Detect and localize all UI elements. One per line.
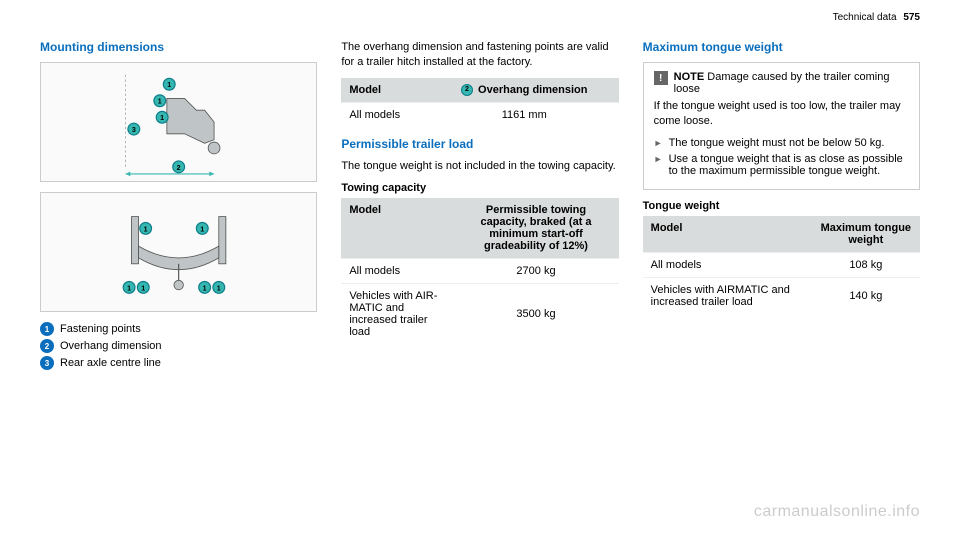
table-row: All models 1161 mm [341, 102, 618, 127]
towing-row2-value: 3500 kg [453, 283, 618, 344]
svg-text:1: 1 [158, 98, 162, 106]
tongue-weight-caption: Tongue weight [643, 200, 920, 212]
callout-1a: 1 [163, 78, 175, 90]
towing-head-model: Model [341, 198, 453, 259]
column-2: The overhang dimension and fastening poi… [341, 40, 618, 373]
towing-row1-value: 2700 kg [453, 258, 618, 283]
note-bullet-2: Use a tongue weight that is as close as … [654, 153, 909, 177]
callout-1b: 1 [154, 95, 166, 107]
legend-item-1: 1 Fastening points [40, 322, 317, 336]
towing-row2-model: Vehicles with AIR­MATIC and increased tr… [341, 283, 453, 344]
legend-label-1: Fastening points [60, 323, 141, 335]
legend-num-2: 2 [40, 339, 54, 353]
note-bullet-1: The tongue weight must not be below 50 k… [654, 137, 909, 149]
column-1: Mounting dimensions 1 1 1 3 2 [40, 40, 317, 373]
towing-row1-model: All models [341, 258, 453, 283]
table-row: All models 108 kg [643, 252, 920, 277]
note-body: If the tongue weight used is too low, th… [654, 99, 909, 129]
trailer-load-para: The tongue weight is not included in the… [341, 159, 618, 174]
svg-text:3: 3 [132, 126, 136, 134]
content-columns: Mounting dimensions 1 1 1 3 2 [40, 40, 920, 373]
callout-1c: 1 [156, 111, 168, 123]
svg-text:1: 1 [217, 284, 221, 292]
watermark: carmanualsonline.info [754, 503, 920, 521]
towing-capacity-caption: Towing capacity [341, 182, 618, 194]
tongue-row2-model: Vehicles with AIR­MATIC and increased tr… [643, 277, 812, 314]
warning-icon: ! [654, 71, 668, 85]
overhang-head-num: 2 [461, 84, 473, 96]
tongue-weight-title: Maximum tongue weight [643, 40, 920, 54]
trailer-load-title: Permissible trailer load [341, 137, 618, 151]
diagram-hitch-rear: 1 1 1 1 1 1 [40, 192, 317, 312]
tongue-head-model: Model [643, 216, 812, 253]
legend-item-2: 2 Overhang dimension [40, 339, 317, 353]
legend-num-3: 3 [40, 356, 54, 370]
svg-text:1: 1 [127, 284, 131, 292]
towing-capacity-table: Model Permissible towing capacity, brake… [341, 198, 618, 344]
svg-text:1: 1 [200, 225, 204, 233]
column-3: Maximum tongue weight ! NOTE Damage caus… [643, 40, 920, 373]
overhang-table: Model 2 Over­hang dimen­sion All models … [341, 78, 618, 127]
note-head-text: Damage caused by the trailer coming loos… [674, 71, 890, 95]
overhang-intro: The overhang dimension and fastening poi… [341, 40, 618, 70]
legend-label-3: Rear axle centre line [60, 357, 161, 369]
table-row: Vehicles with AIR­MATIC and increased tr… [643, 277, 920, 314]
tongue-row2-value: 140 kg [812, 277, 920, 314]
mounting-dimensions-title: Mounting dimensions [40, 40, 317, 54]
towing-head-value: Permissible towing capacity, braked (at … [453, 198, 618, 259]
page-number: 575 [903, 12, 920, 23]
tongue-row1-value: 108 kg [812, 252, 920, 277]
overhang-head-text: Over­hang dimen­sion [478, 84, 587, 96]
overhang-row1-value: 1161 mm [430, 102, 619, 127]
table-row: Vehicles with AIR­MATIC and increased tr… [341, 283, 618, 344]
overhang-head-model: Model [341, 78, 429, 103]
svg-text:1: 1 [167, 81, 171, 89]
legend-label-2: Overhang dimension [60, 340, 162, 352]
overhang-head-value: 2 Over­hang dimen­sion [430, 78, 619, 103]
tongue-row1-model: All models [643, 252, 812, 277]
page-header: Technical data 575 [833, 12, 920, 23]
legend-num-1: 1 [40, 322, 54, 336]
note-bullets: The tongue weight must not be below 50 k… [654, 137, 909, 177]
svg-text:1: 1 [141, 284, 145, 292]
diagram-legend: 1 Fastening points 2 Overhang dimension … [40, 322, 317, 370]
callout-2: 2 [173, 161, 185, 173]
callout-3: 3 [128, 123, 140, 135]
legend-item-3: 3 Rear axle centre line [40, 356, 317, 370]
table-row: All models 2700 kg [341, 258, 618, 283]
note-box: ! NOTE Damage caused by the trailer comi… [643, 62, 920, 190]
note-head: ! NOTE Damage caused by the trailer comi… [654, 71, 909, 95]
tongue-weight-table: Model Maximum tongue weight All models 1… [643, 216, 920, 314]
svg-text:2: 2 [177, 164, 181, 172]
svg-text:1: 1 [203, 284, 207, 292]
note-label: NOTE [674, 71, 705, 83]
tongue-head-value: Maximum tongue weight [812, 216, 920, 253]
svg-text:1: 1 [144, 225, 148, 233]
svg-text:1: 1 [160, 114, 164, 122]
diagram-hitch-side: 1 1 1 3 2 [40, 62, 317, 182]
section-name: Technical data [833, 12, 897, 23]
overhang-row1-model: All models [341, 102, 429, 127]
